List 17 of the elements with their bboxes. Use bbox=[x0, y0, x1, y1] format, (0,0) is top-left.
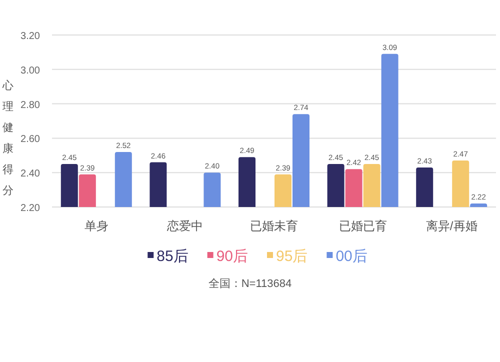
y-axis-title: 心理健康得分 bbox=[2, 79, 14, 197]
x-tick-label: 恋爱中 bbox=[166, 219, 204, 233]
x-tick-label: 已婚未育 bbox=[250, 219, 298, 233]
y-tick-label: 3.20 bbox=[20, 31, 40, 42]
y-tick-label: 2.80 bbox=[20, 100, 40, 111]
x-tick-label: 单身 bbox=[84, 219, 108, 233]
y-tick-label: 2.20 bbox=[20, 203, 40, 214]
y-tick-label: 2.60 bbox=[20, 134, 40, 146]
legend-label: 00后 bbox=[336, 248, 368, 265]
legend-label: 95后 bbox=[276, 248, 308, 265]
y-tick-label: 3.00 bbox=[20, 65, 40, 76]
x-tick-label: 离异/再婚 bbox=[426, 219, 478, 233]
legend-label: 90后 bbox=[216, 248, 248, 265]
x-tick-label: 已婚已育 bbox=[338, 219, 387, 233]
text: 全国：N=113684 bbox=[208, 278, 292, 290]
y-tick-label: 2.40 bbox=[20, 168, 40, 180]
legend-label: 85后 bbox=[156, 248, 188, 265]
